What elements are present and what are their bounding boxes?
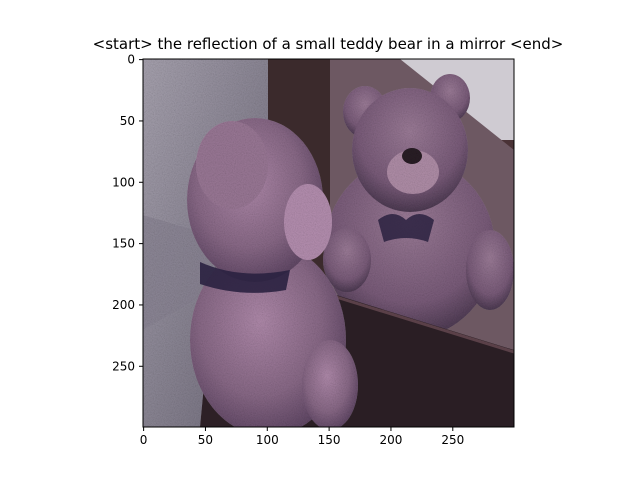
photo: [143, 59, 514, 436]
y-tick-label: 200: [112, 298, 135, 312]
y-tick-label: 250: [112, 359, 135, 373]
x-tick-label: 200: [379, 433, 402, 447]
figure-title: <start> the reflection of a small teddy …: [93, 35, 564, 53]
y-tick-label: 0: [127, 53, 135, 67]
x-tick-label: 0: [140, 433, 148, 447]
y-tick-label: 150: [112, 237, 135, 251]
x-tick-label: 50: [198, 433, 213, 447]
x-axis: 0 50 100 150 200 250: [140, 427, 464, 447]
x-tick-label: 100: [256, 433, 279, 447]
x-tick-label: 250: [441, 433, 464, 447]
y-tick-label: 50: [120, 114, 135, 128]
y-tick-label: 100: [112, 175, 135, 189]
y-axis: 0 50 100 150 200 250: [112, 53, 143, 374]
x-tick-label: 150: [318, 433, 341, 447]
